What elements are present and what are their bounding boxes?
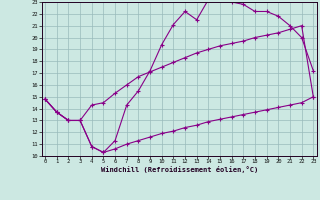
X-axis label: Windchill (Refroidissement éolien,°C): Windchill (Refroidissement éolien,°C) xyxy=(100,166,258,173)
